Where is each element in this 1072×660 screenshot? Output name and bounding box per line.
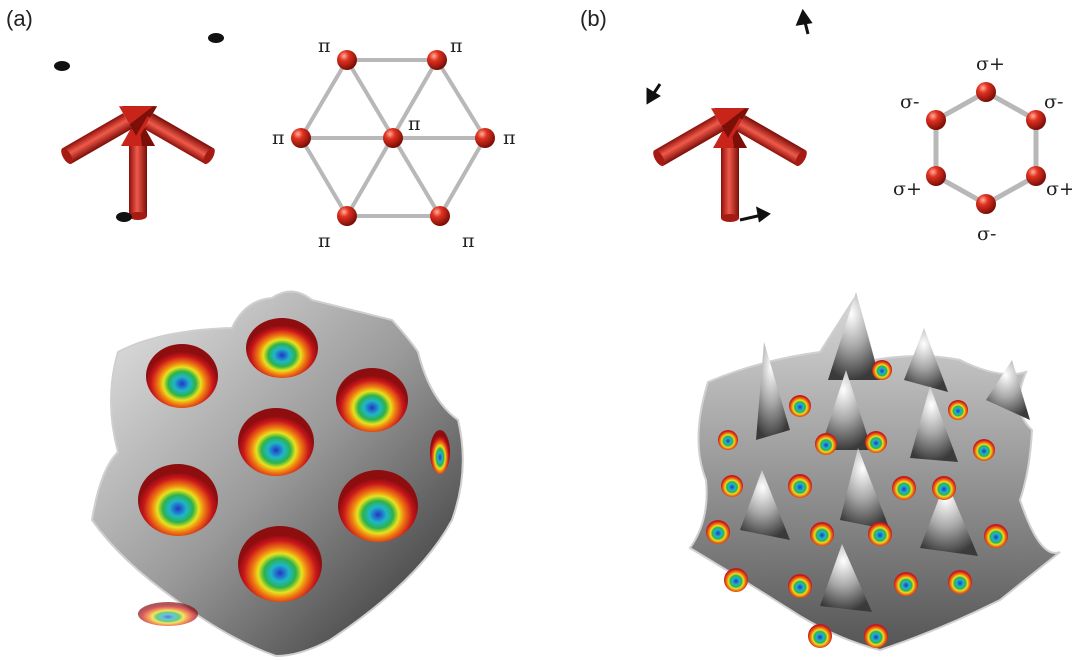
- potential-peak: [828, 292, 880, 380]
- spin-arrows-b: [646, 8, 814, 223]
- potential-well: [246, 318, 318, 378]
- site-label: σ+: [893, 178, 922, 200]
- potential-peak: [740, 470, 790, 540]
- vector-tip-icon: [208, 33, 224, 43]
- site-label: π: [408, 113, 421, 135]
- potential-well: [138, 602, 198, 626]
- spin-arrows-a: [54, 33, 224, 222]
- potential-peak: [910, 386, 958, 462]
- potential-peak: [920, 480, 978, 556]
- vector-tip-icon: [54, 61, 70, 71]
- potential-well: [430, 430, 450, 474]
- site-label: π: [318, 230, 331, 252]
- potential-well: [138, 464, 218, 536]
- site-label: π: [503, 127, 516, 149]
- site-label: σ+: [1046, 178, 1072, 200]
- site-label: π: [450, 35, 463, 57]
- vector-tip-icon: [116, 212, 132, 222]
- potential-peak: [820, 370, 872, 450]
- potential-well: [146, 344, 218, 408]
- site-label: σ-: [977, 223, 996, 245]
- potential-well: [336, 368, 408, 432]
- lattice-sites-a: [291, 50, 495, 226]
- potential-well: [238, 526, 322, 602]
- site-label: σ-: [1044, 91, 1063, 113]
- lattice-sites-b: [926, 82, 1046, 214]
- potential-well: [238, 408, 314, 476]
- potential-well: [338, 470, 418, 542]
- potential-surface-a: [90, 290, 464, 658]
- site-label: π: [318, 35, 331, 57]
- potential-peak: [986, 360, 1030, 420]
- panel-label-a: (a): [6, 6, 33, 31]
- site-label: π: [462, 230, 475, 252]
- site-labels-b: σ+ σ- σ- σ+ σ+ σ-: [893, 53, 1072, 245]
- site-label: σ-: [900, 91, 919, 113]
- potential-peak: [840, 448, 890, 530]
- site-labels-a: π π π π π π π: [272, 35, 516, 252]
- site-label: σ+: [976, 53, 1005, 75]
- potential-surface-b: [688, 292, 1061, 652]
- potential-peak: [820, 544, 872, 612]
- site-label: π: [272, 127, 285, 149]
- honeycomb-lattice: [933, 89, 1039, 207]
- potential-peak: [904, 328, 948, 392]
- potential-peak: [756, 342, 790, 440]
- well-array-b: [706, 360, 1008, 648]
- panel-label-b: (b): [580, 6, 607, 31]
